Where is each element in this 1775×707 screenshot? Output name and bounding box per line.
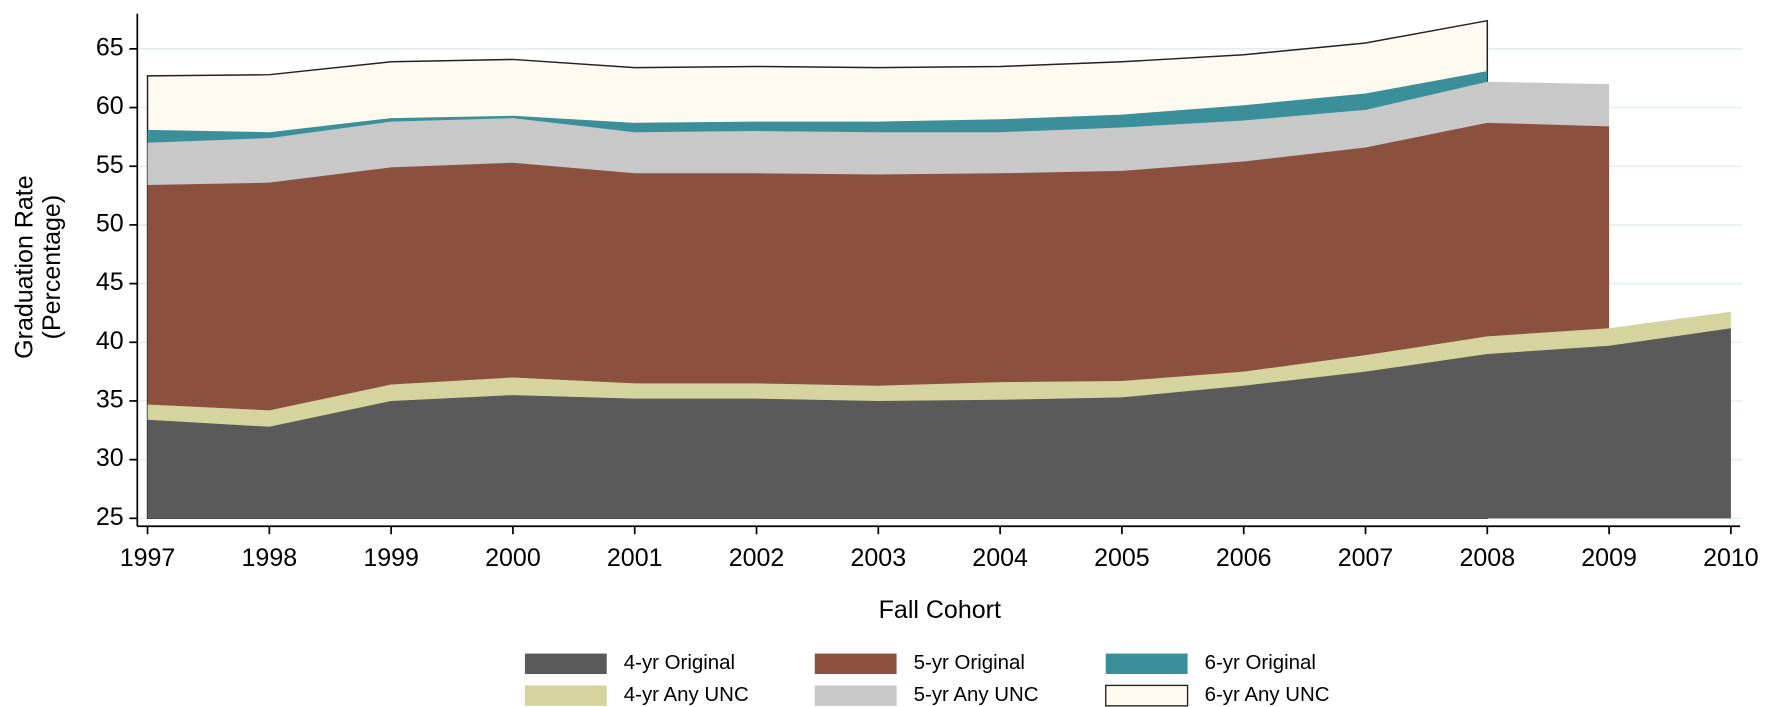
x-tick-label: 1997 [120, 544, 176, 572]
x-axis-title: Fall Cohort [879, 596, 1001, 624]
y-tick-label: 45 [96, 268, 124, 296]
legend-swatch [814, 685, 897, 706]
x-tick-label: 2001 [607, 544, 663, 572]
y-axis-title: (Percentage) [38, 195, 66, 340]
legend-label: 4-yr Any UNC [624, 683, 749, 706]
x-tick-label: 2007 [1338, 544, 1394, 572]
y-tick-label: 30 [96, 444, 124, 472]
y-tick-label: 55 [96, 151, 124, 179]
legend-swatch [1105, 684, 1189, 707]
y-tick-label: 35 [96, 386, 124, 414]
x-tick-label: 2008 [1459, 544, 1515, 572]
y-tick-label: 50 [96, 210, 124, 238]
legend-label: 5-yr Original [914, 651, 1025, 674]
x-tick-label: 2009 [1581, 544, 1637, 572]
legend-swatch [814, 653, 897, 675]
area [147, 328, 1731, 519]
x-tick-label: 1999 [363, 544, 419, 572]
x-tick-label: 2003 [851, 544, 907, 572]
y-tick-label: 25 [96, 503, 124, 531]
x-tick-label: 2004 [972, 544, 1028, 572]
legend-label: 4-yr Original [624, 651, 735, 674]
y-tick-label: 60 [96, 92, 124, 120]
y-axis-title: Graduation Rate [11, 175, 39, 358]
x-tick-label: 2002 [729, 544, 785, 572]
axes: 25 30 35 40 45 50 55 60 65 1997 1998 1999 2000 2001 20… [96, 13, 1759, 572]
legend-label: 6-yr Original [1205, 651, 1316, 674]
legend-label: 5-yr Any UNC [914, 683, 1039, 706]
y-tick-label: 65 [96, 33, 124, 61]
x-tick-label: 1998 [242, 544, 298, 572]
legend-label: 6-yr Any UNC [1205, 683, 1330, 706]
legend-swatch [524, 685, 607, 706]
x-tick-label: 2010 [1703, 544, 1759, 572]
x-tick-label: 2005 [1094, 544, 1150, 572]
legend-swatch [524, 653, 607, 675]
areas [146, 19, 1731, 520]
x-tick-label: 2006 [1216, 544, 1272, 572]
y-tick-label: 40 [96, 327, 124, 355]
legend-swatch [1105, 653, 1188, 675]
x-tick-label: 2000 [485, 544, 541, 572]
